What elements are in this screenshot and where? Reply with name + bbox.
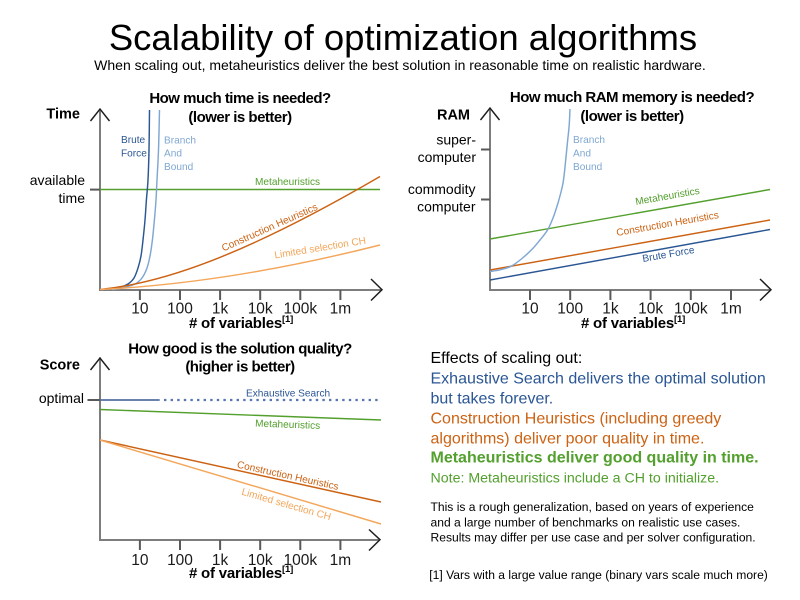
svg-text:computer: computer — [417, 199, 476, 215]
svg-text:Results may differ per use cas: Results may differ per use case and per … — [431, 531, 756, 545]
svg-text:Metaheuristics deliver good qu: Metaheuristics deliver good quality in t… — [431, 450, 759, 467]
svg-text:1k: 1k — [212, 301, 229, 318]
svg-text:(lower is better): (lower is better) — [580, 108, 684, 125]
svg-text:# of variables[1]: # of variables[1] — [189, 564, 293, 582]
svg-text:Score: Score — [40, 358, 80, 374]
svg-text:commodity: commodity — [408, 181, 476, 197]
svg-text:100: 100 — [167, 301, 193, 318]
svg-text:but takes forever.: but takes forever. — [431, 391, 554, 408]
svg-text:(lower is better): (lower is better) — [188, 109, 292, 126]
svg-text:10: 10 — [131, 301, 149, 318]
svg-text:100k: 100k — [283, 301, 317, 318]
svg-text:100: 100 — [557, 301, 583, 318]
svg-text:super-: super- — [436, 132, 476, 148]
svg-text:Construction Heuristics (inclu: Construction Heuristics (including greed… — [431, 411, 722, 428]
svg-text:[1] Vars with a large value ra: [1] Vars with a large value range (binar… — [429, 568, 768, 582]
svg-text:Bound: Bound — [164, 162, 193, 173]
svg-text:Metaheuristics: Metaheuristics — [255, 419, 320, 432]
svg-text:And: And — [164, 149, 182, 160]
svg-text:Force: Force — [121, 149, 147, 160]
svg-text:And: And — [573, 149, 591, 160]
svg-text:and a large number of benchmar: and a large number of benchmarks on real… — [431, 515, 741, 529]
svg-text:Exhaustive Search delivers the: Exhaustive Search delivers the optimal s… — [431, 371, 766, 388]
svg-text:1m: 1m — [330, 552, 352, 569]
svg-text:(higher is better): (higher is better) — [185, 359, 295, 376]
svg-text:1m: 1m — [330, 301, 352, 318]
svg-text:How much time is needed?: How much time is needed? — [149, 90, 331, 107]
svg-text:Scalability of optimization al: Scalability of optimization algorithms — [109, 17, 697, 58]
svg-text:available: available — [30, 172, 85, 188]
svg-text:10: 10 — [131, 552, 149, 569]
svg-text:Time: Time — [46, 107, 80, 123]
svg-text:1k: 1k — [212, 552, 229, 569]
svg-text:Note: Metaheuristics include a: Note: Metaheuristics include a CH to ini… — [431, 471, 720, 487]
svg-text:Branch: Branch — [573, 135, 605, 146]
svg-text:10: 10 — [521, 301, 539, 318]
svg-text:How much RAM memory is needed?: How much RAM memory is needed? — [510, 89, 755, 106]
svg-text:optimal: optimal — [39, 390, 84, 406]
svg-text:10k: 10k — [248, 552, 273, 569]
svg-text:How good is the solution quali: How good is the solution quality? — [128, 341, 352, 358]
svg-text:# of variables[1]: # of variables[1] — [581, 314, 685, 332]
svg-text:RAM: RAM — [437, 108, 470, 124]
svg-text:100k: 100k — [674, 301, 708, 318]
svg-text:1m: 1m — [720, 301, 742, 318]
svg-text:algorithms) deliver poor quali: algorithms) deliver poor quality in time… — [431, 431, 705, 448]
svg-text:Bound: Bound — [573, 162, 602, 173]
svg-text:# of variables[1]: # of variables[1] — [189, 314, 293, 332]
svg-text:Brute: Brute — [121, 135, 146, 146]
svg-text:1k: 1k — [602, 301, 619, 318]
svg-text:10k: 10k — [248, 301, 273, 318]
svg-text:computer: computer — [418, 149, 477, 165]
svg-text:100k: 100k — [283, 552, 317, 569]
svg-text:10k: 10k — [638, 301, 663, 318]
svg-text:When scaling out, metaheuristi: When scaling out, metaheuristics deliver… — [94, 57, 706, 73]
svg-text:This is a rough generalization: This is a rough generalization, based on… — [431, 500, 755, 514]
svg-text:100: 100 — [167, 552, 193, 569]
svg-text:Exhaustive Search: Exhaustive Search — [246, 389, 330, 400]
svg-text:Effects of scaling out:: Effects of scaling out: — [431, 350, 583, 367]
svg-text:time: time — [59, 190, 86, 206]
svg-text:Branch: Branch — [164, 136, 196, 147]
svg-text:Metaheuristics: Metaheuristics — [255, 177, 320, 188]
